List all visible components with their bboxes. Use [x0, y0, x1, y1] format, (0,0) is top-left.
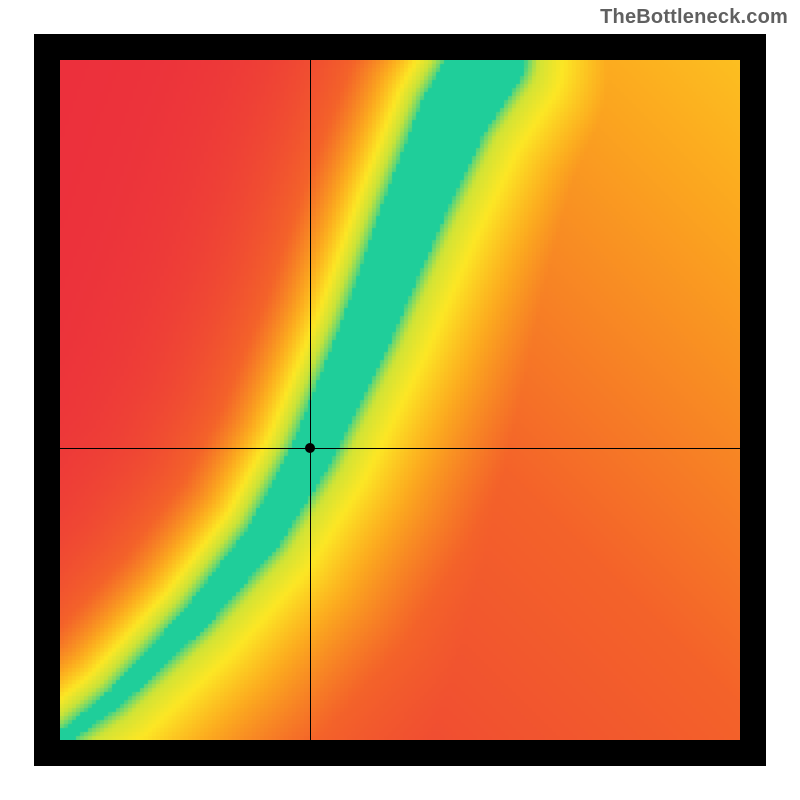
crosshair-vertical — [310, 60, 311, 740]
crosshair-horizontal — [60, 448, 740, 449]
marker-dot — [305, 443, 315, 453]
watermark-text: TheBottleneck.com — [600, 6, 788, 29]
plot-area — [60, 60, 740, 740]
heatmap-canvas — [60, 60, 740, 740]
plot-frame — [34, 34, 766, 766]
